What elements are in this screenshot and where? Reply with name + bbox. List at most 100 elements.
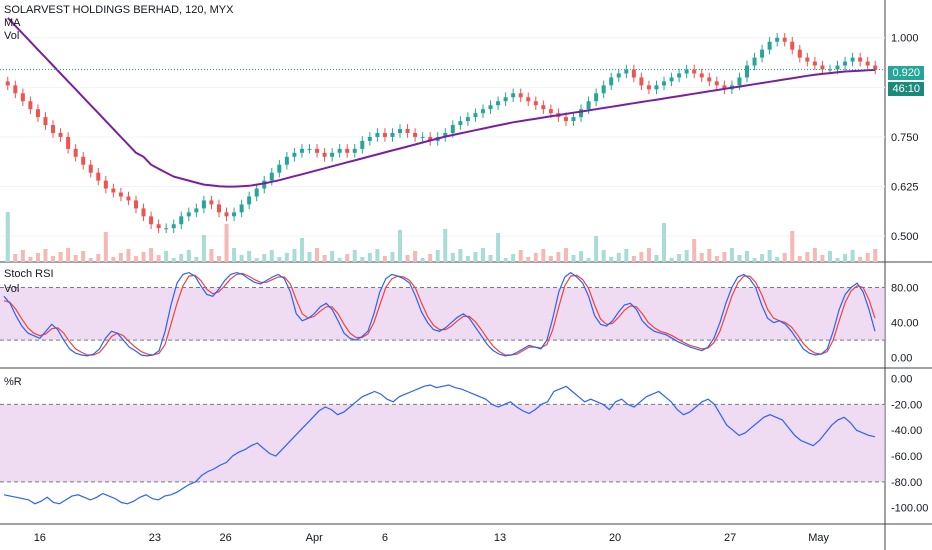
- williams-r-tick-label: -60.00: [891, 451, 922, 463]
- candle-body: [827, 69, 832, 71]
- volume-bar: [96, 254, 101, 262]
- time-tick-label: 16: [34, 532, 46, 544]
- volume-bar: [677, 254, 682, 262]
- volume-bar: [134, 256, 139, 262]
- volume-bar: [827, 251, 832, 262]
- candle-body: [405, 129, 410, 133]
- volume-bar: [699, 253, 704, 262]
- candle-body: [103, 180, 108, 189]
- candle-body: [315, 148, 320, 153]
- volume-bar: [5, 212, 10, 262]
- candle-body: [96, 172, 101, 181]
- candle-body: [594, 93, 599, 102]
- volume-bar: [797, 256, 802, 262]
- volume-bar: [81, 251, 86, 262]
- candle-body: [398, 129, 403, 133]
- volume-bar: [601, 250, 606, 262]
- candle-body: [533, 101, 538, 106]
- volume-bar: [66, 248, 71, 262]
- candle-body: [337, 148, 342, 153]
- candle-body: [254, 188, 259, 197]
- candle-body: [330, 152, 335, 157]
- candle-body: [662, 81, 667, 86]
- candle-body: [413, 132, 418, 137]
- volume-bar: [450, 253, 455, 262]
- candle-body: [269, 172, 274, 181]
- volume-bar: [103, 232, 108, 262]
- volume-bar: [707, 249, 712, 262]
- stoch-vol-label: Vol: [4, 283, 20, 295]
- candle-body: [646, 85, 651, 90]
- volume-bar: [624, 249, 629, 262]
- volume-bar: [526, 257, 531, 262]
- candle-body: [458, 121, 463, 126]
- candle-body: [677, 73, 682, 78]
- candle-body: [654, 85, 659, 90]
- candle-body: [586, 101, 591, 110]
- candle-body: [51, 125, 56, 133]
- candle-body: [548, 109, 553, 114]
- stoch-k-line: [3, 271, 876, 357]
- stoch-tick-label: 0.00: [891, 353, 912, 365]
- candle-body: [262, 180, 267, 189]
- candle-body: [171, 224, 176, 229]
- time-tick-label: 13: [494, 532, 506, 544]
- volume-bar: [277, 257, 282, 262]
- volume-bar: [269, 250, 274, 262]
- ma-legend-label: MA: [4, 17, 21, 29]
- volume-bar: [579, 251, 584, 262]
- candle-body: [209, 200, 214, 205]
- volume-bar: [722, 252, 727, 262]
- volume-bar: [428, 254, 433, 262]
- stoch-d-line: [3, 272, 876, 356]
- volume-bar: [149, 248, 154, 262]
- candle-body: [707, 77, 712, 82]
- time-tick-label: Apr: [306, 532, 323, 544]
- candle-body: [692, 69, 697, 74]
- volume-bar: [13, 254, 18, 262]
- volume-bar: [307, 252, 312, 262]
- candle-body: [684, 69, 689, 74]
- stoch-tick-label: 40.00: [891, 318, 919, 330]
- volume-bar: [43, 249, 48, 262]
- candle-body: [43, 117, 48, 126]
- candle-body: [699, 73, 704, 78]
- candle-body: [616, 73, 621, 78]
- volume-bar: [556, 252, 561, 262]
- volume-bar: [533, 253, 538, 262]
- candle-body: [186, 212, 191, 217]
- volume-bar: [224, 224, 229, 262]
- stoch-band: [0, 287, 885, 341]
- volume-bar: [631, 256, 636, 262]
- chart-title: SOLARVEST HOLDINGS BERHAD, 120, MYX: [4, 4, 234, 16]
- candle-body: [480, 109, 485, 114]
- candle-body: [541, 105, 546, 110]
- volume-bar: [141, 252, 146, 262]
- williams-r-tick-label: -80.00: [891, 477, 922, 489]
- candle-body: [835, 65, 840, 70]
- volume-bar: [58, 252, 63, 262]
- candle-body: [511, 93, 516, 98]
- candle-body: [714, 81, 719, 86]
- volume-bar: [548, 256, 553, 262]
- candle-body: [390, 132, 395, 137]
- candle-body: [382, 132, 387, 137]
- candle-body: [126, 196, 131, 201]
- volume-bar: [111, 257, 116, 262]
- candle-body: [518, 93, 523, 98]
- candle-body: [805, 57, 810, 62]
- candle-body: [13, 85, 18, 94]
- volume-bar: [126, 249, 131, 262]
- volume-bar: [639, 252, 644, 262]
- candle-body: [149, 216, 154, 225]
- volume-bar: [458, 249, 463, 262]
- stoch-tick-label: 80.00: [891, 283, 919, 295]
- candle-body: [843, 61, 848, 66]
- volume-bar: [20, 250, 25, 262]
- candle-body: [292, 152, 297, 157]
- candle-body: [790, 41, 795, 50]
- ma-line: [7, 17, 876, 188]
- candle-body: [850, 57, 855, 62]
- candle-body: [571, 117, 576, 122]
